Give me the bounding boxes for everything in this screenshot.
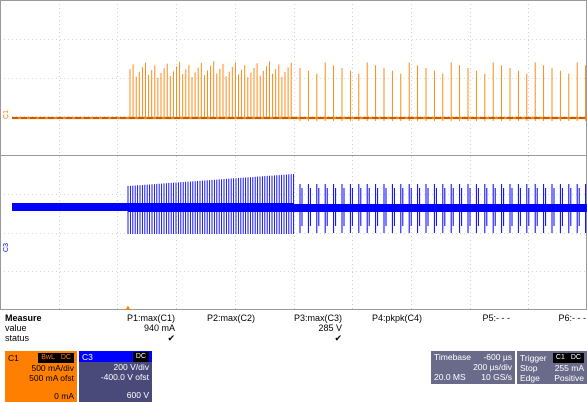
c3-marker[interactable]: C3 (3, 243, 10, 252)
c1-bwl-tag: BwL (38, 352, 58, 363)
measure-p4[interactable]: P4:pkpk(C4) (371, 313, 422, 323)
trigger-source-tag: C1 (552, 352, 568, 363)
timebase-samples: 20.0 MS (434, 372, 466, 382)
c3-box-label: C3 (82, 351, 93, 362)
trigger-box[interactable]: Trigger C1 DC Stop 255 mA Edge Positive (517, 351, 587, 384)
trigger-mode: Stop (520, 363, 538, 373)
c1-dc-tag: DC (57, 352, 74, 363)
measure-p6[interactable]: P6:- - - (558, 313, 586, 323)
graticule (0, 0, 587, 310)
measure-p2[interactable]: P2:max(C2) (206, 313, 255, 323)
measure-row-status-label: status (5, 333, 30, 343)
trigger-slope: Positive (554, 373, 584, 383)
c1-descriptor-box[interactable]: C1 BwL DC 500 mA/div 500 mA ofst 0 mA (5, 351, 77, 402)
c3-blue-trace (12, 174, 587, 234)
timebase-delay: -600 µs (483, 352, 512, 362)
c1-scale: 500 mA/div (31, 363, 74, 373)
waveform-display[interactable] (0, 0, 587, 310)
c3-offset: -400.0 V ofst (100, 372, 149, 382)
timebase-box[interactable]: Timebase -600 µs 200 µs/div 20.0 MS 10 G… (431, 351, 515, 384)
c3-dc-tag: DC (132, 351, 149, 362)
measure-p3[interactable]: P3:max(C3) 285 V ✔ (293, 313, 342, 343)
c1-orange-trace (12, 61, 587, 121)
measure-p5[interactable]: P5:- - - (482, 313, 510, 323)
c1-offset: 500 mA ofst (29, 373, 74, 383)
timebase-label: Timebase (434, 352, 472, 362)
measure-p1[interactable]: P1:max(C1) 940 mA ✔ (126, 313, 175, 343)
trigger-position-marker: ▲ (124, 303, 132, 312)
c1-marker[interactable]: C1 (3, 110, 10, 119)
c1-bottom: 0 mA (54, 391, 74, 401)
c3-scale: 200 V/div (113, 362, 149, 372)
trigger-type: Edge (520, 373, 540, 383)
trigger-level: 255 mA (554, 363, 584, 373)
c3-descriptor-box[interactable]: C3 DC 200 V/div -400.0 V ofst 600 V (79, 351, 152, 402)
trigger-label: Trigger (520, 352, 547, 363)
measure-title: Measure (5, 313, 42, 323)
c3-bottom: 600 V (126, 390, 149, 400)
timebase-rate: 10 GS/s (481, 372, 512, 382)
measure-row-value-label: value (5, 323, 27, 333)
c1-box-label: C1 (8, 352, 19, 363)
trigger-coupling-tag: DC (567, 352, 584, 363)
timebase-per-div: 200 µs/div (473, 362, 512, 372)
measure-row-labels: Measure value status (5, 313, 75, 343)
